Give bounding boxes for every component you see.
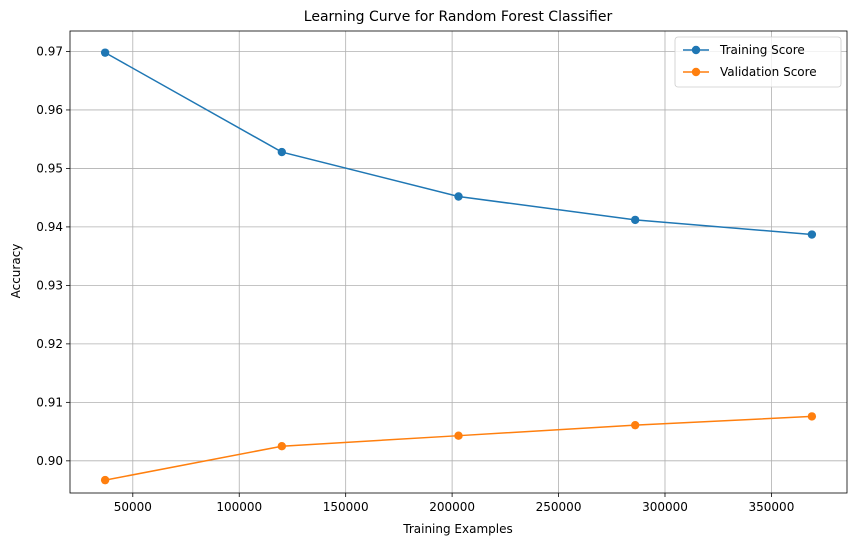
x-tick-label: 350000 xyxy=(749,500,795,514)
y-axis-label: Accuracy xyxy=(9,244,23,299)
validation-score-point xyxy=(100,475,110,485)
x-tick-label: 150000 xyxy=(323,500,369,514)
training-score-legend-marker xyxy=(691,45,701,55)
legend: Training Score Validation Score xyxy=(674,36,842,88)
x-tick-label: 250000 xyxy=(536,500,582,514)
validation-score-point xyxy=(807,412,817,421)
chart-title: Learning Curve for Random Forest Classif… xyxy=(304,9,613,25)
series-layer xyxy=(100,48,817,485)
y-tick-label: 0.93 xyxy=(36,278,63,292)
y-tick-label: 0.90 xyxy=(36,454,63,468)
training-score-legend-label: Training Score xyxy=(719,43,805,57)
y-tick-label: 0.95 xyxy=(36,161,63,175)
y-tick-label: 0.96 xyxy=(36,103,63,117)
training-score-point xyxy=(807,230,817,239)
plot-area-frame xyxy=(69,30,848,494)
y-tick-label: 0.91 xyxy=(36,395,63,409)
validation-score-legend-label: Validation Score xyxy=(720,65,817,79)
training-score-point xyxy=(100,48,110,57)
validation-score-point xyxy=(277,442,287,451)
grid-layer xyxy=(70,31,847,493)
x-tick-label: 300000 xyxy=(642,500,688,514)
legend-box xyxy=(674,36,842,88)
tick-layer: 50000 100000 150000 200000 250000 300000 35000… xyxy=(36,44,794,514)
training-score-point xyxy=(277,147,287,157)
x-tick-label: 100000 xyxy=(216,500,262,514)
y-tick-label: 0.94 xyxy=(36,220,63,234)
x-axis-label: Training Examples xyxy=(402,522,512,536)
validation-score-legend-marker xyxy=(691,67,701,77)
y-tick-label: 0.92 xyxy=(36,337,63,351)
training-score-point xyxy=(454,192,463,201)
y-tick-label: 0.97 xyxy=(36,44,63,58)
x-tick-label: 50000 xyxy=(114,500,152,514)
validation-score-point xyxy=(630,420,640,430)
validation-score-point xyxy=(454,431,463,440)
training-score-point xyxy=(630,215,640,225)
x-tick-label: 200000 xyxy=(429,500,475,514)
